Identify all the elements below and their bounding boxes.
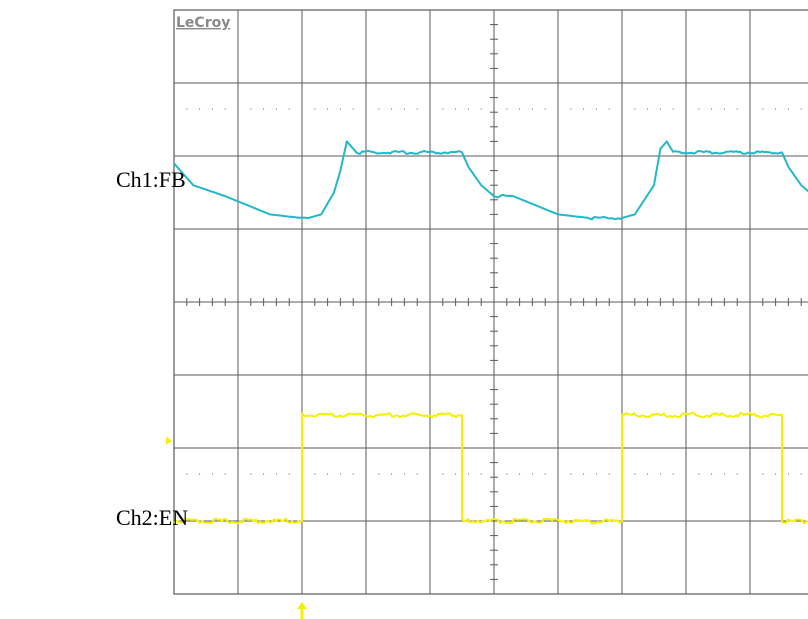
grid-dot [224,108,226,110]
grid-dot [211,473,213,475]
grid-dot [339,473,341,475]
grid-dot [314,473,316,475]
grid-dot [775,473,777,475]
grid-dot [672,473,674,475]
grid-dot [698,473,700,475]
grid-dot [647,108,649,110]
grid-dot [736,108,738,110]
grid-dot [442,108,444,110]
grid-dot [391,108,393,110]
grid-dot [378,473,380,475]
grid-dot [275,108,277,110]
grid-dot [659,473,661,475]
grid-dot [634,108,636,110]
grid-dot [467,473,469,475]
grid-dot [672,108,674,110]
ch2-trace [173,412,808,525]
grid-dot [224,473,226,475]
grid-dot [442,473,444,475]
grid-dot [634,473,636,475]
grid-dot [288,108,290,110]
grid-dot [698,108,700,110]
grid-dot [711,108,713,110]
grid-dot [762,108,764,110]
grid-dot [787,473,789,475]
grid-dot [199,473,201,475]
grid-dot [327,473,329,475]
grid-dot [467,108,469,110]
grid-dot [480,108,482,110]
grid-dot [186,108,188,110]
grid-dot [800,108,802,110]
grid-dot [775,108,777,110]
grid-dot [403,473,405,475]
grid-dot [608,108,610,110]
ch1-trace [173,140,808,221]
traces [173,140,808,525]
markers [166,436,307,619]
trigger-arrow-stem [300,608,304,619]
grid-dot [544,108,546,110]
grid-dot [531,108,533,110]
grid-dot [403,108,405,110]
grid-dot [723,108,725,110]
grid-dot [250,473,252,475]
grid-dot [186,473,188,475]
grid-dot [544,473,546,475]
grid-dot [455,108,457,110]
grid-dot [531,473,533,475]
grid-dot [570,108,572,110]
ch2-label: Ch2:EN [116,505,189,530]
grid-dot [800,473,802,475]
grid-dot [608,473,610,475]
grid-dot [416,108,418,110]
grid-dot [314,108,316,110]
grid-dot [723,473,725,475]
trigger-arrow-icon [297,602,307,609]
grid-dot [506,108,508,110]
grid-dot [263,473,265,475]
grid-dot [416,473,418,475]
grid-dot [211,108,213,110]
grid-dot [352,108,354,110]
grid-dot [352,473,354,475]
grid-dot [583,108,585,110]
grid-dot [506,473,508,475]
grid-dot [391,473,393,475]
grid-dot [519,473,521,475]
ch1-label: Ch1:FB [116,167,186,192]
grid-dot [199,108,201,110]
grid-dot [787,108,789,110]
lecroy-logo: LeCroy [176,15,230,31]
grid-dot [583,473,585,475]
grid-dot [288,473,290,475]
grid-dot [595,108,597,110]
grid-dot [762,473,764,475]
grid-dot [250,108,252,110]
grid-dot [455,473,457,475]
grid-dot [275,473,277,475]
ch2-ground-marker-icon [166,436,172,445]
grid-dot [711,473,713,475]
grid-dot [339,108,341,110]
grid-dot [647,473,649,475]
grid-dot [659,108,661,110]
grid-dot [519,108,521,110]
grid-dot [263,108,265,110]
grid-dot [378,108,380,110]
grid-dot [570,473,572,475]
grid-dot [327,108,329,110]
grid [173,9,808,595]
grid-dot [595,473,597,475]
grid-dot [736,473,738,475]
grid-dot [480,473,482,475]
